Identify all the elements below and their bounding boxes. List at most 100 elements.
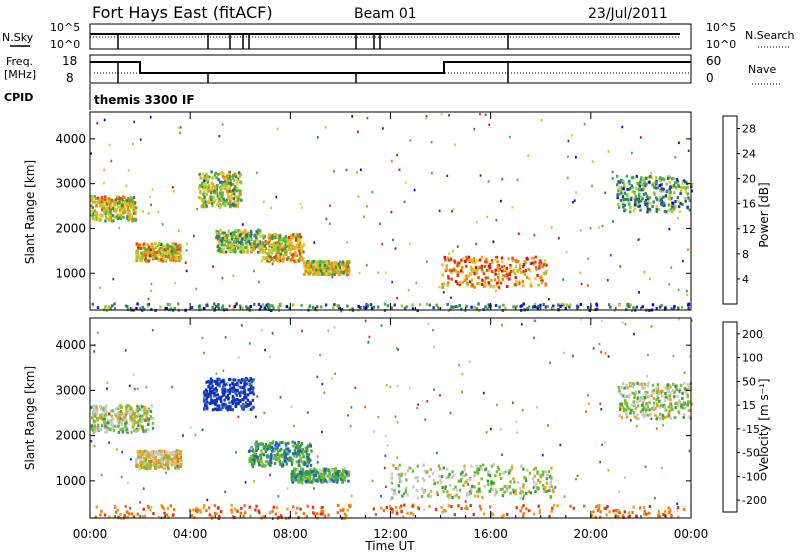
velocity-scatter-point [373,430,375,433]
velocity-cell [433,479,435,482]
freq-panel: Freq. [MHz] 18 8 60 0 Nave [4,54,780,85]
power-cell [219,203,221,206]
velocity-cell [442,490,444,493]
power-cell [649,208,651,211]
power-cell [649,202,651,205]
velocity-scatter-point [651,418,653,421]
velocity-cell [270,457,272,460]
power-cell [546,305,548,308]
power-cell [679,210,681,213]
velocity-scatter-point [351,495,353,498]
power-cell [539,276,541,279]
power-cell [125,203,127,206]
power-cell [286,305,288,308]
power-cell [226,240,228,243]
velocity-cell [234,399,236,402]
velocity-scatter-point [386,384,388,387]
velocity-scatter-point [512,402,514,405]
power-cell [457,271,459,274]
power-scatter-point [99,287,101,290]
power-scatter-point [103,182,105,185]
velocity-cell [669,394,671,397]
velocity-scatter-point [381,324,383,327]
power-cell [626,175,628,178]
power-scatter-point [229,305,231,308]
power-cell [121,209,123,212]
power-cell [160,258,162,261]
power-cell [166,243,168,246]
power-cell [508,273,510,276]
velocity-cell [623,408,625,411]
velocity-scatter-point [278,495,280,498]
velocity-cell [248,379,250,382]
power-cell [534,261,536,264]
power-scatter-point [150,290,152,293]
y-tick-label: 1000 [55,266,86,280]
power-cell [103,201,105,204]
power-cell [669,181,671,184]
velocity-cell [460,473,462,476]
power-scatter-point [148,298,150,301]
power-cell [269,255,271,258]
velocity-cell [192,509,194,512]
power-scatter-point [128,169,130,172]
velocity-cell [675,406,677,409]
velocity-scatter-point [121,476,123,479]
power-scatter-point [561,302,563,305]
power-cell [459,304,461,307]
power-cell [677,196,679,199]
velocity-cell [312,511,314,514]
velocity-cell [466,494,468,497]
velocity-cell [135,461,137,464]
power-scatter-point [621,126,623,129]
power-cell [460,269,462,272]
velocity-cell [633,396,635,399]
velocity-scatter-point [245,401,247,404]
power-cell [212,196,214,199]
power-cell [296,259,298,262]
power-cell [236,205,238,208]
power-cell [94,218,96,221]
velocity-cell [220,400,222,403]
velocity-cell [174,467,176,470]
velocity-scatter-point [101,474,103,477]
velocity-cell [127,404,129,407]
power-cell [325,273,327,276]
velocity-cell [96,417,98,420]
velocity-cell [141,462,143,465]
velocity-scatter-point [258,460,260,463]
velocity-scatter-point [203,352,205,355]
velocity-colorbar-frame [723,322,737,512]
velocity-cell [260,449,262,452]
power-cell [373,306,375,309]
power-scatter-point [391,211,393,214]
power-cell [330,271,332,274]
power-cell [656,205,658,208]
velocity-cell [167,467,169,470]
power-scatter-point [669,228,671,231]
velocity-scatter-point [106,382,108,385]
power-cell [276,244,278,247]
power-scatter-point [329,205,331,208]
velocity-cell [210,386,212,389]
velocity-scatter-point [224,491,226,494]
velocity-cell [629,412,631,415]
velocity-cell [476,490,478,493]
power-cell [638,193,640,196]
power-cell [281,249,283,252]
velocity-cell [179,452,181,455]
velocity-cell [619,405,621,408]
power-cell [274,233,276,236]
velocity-cell [456,489,458,492]
velocity-cell [393,489,395,492]
velocity-cell [394,492,396,495]
velocity-cell [249,383,251,386]
power-scatter-point [678,289,680,292]
date-label: 23/Jul/2011 [588,6,668,22]
power-cell [139,243,141,246]
power-cell [512,269,514,272]
power-scatter-point [587,284,589,287]
velocity-scatter-point [461,391,463,394]
velocity-cell [258,510,260,513]
power-scatter-point [185,262,187,265]
